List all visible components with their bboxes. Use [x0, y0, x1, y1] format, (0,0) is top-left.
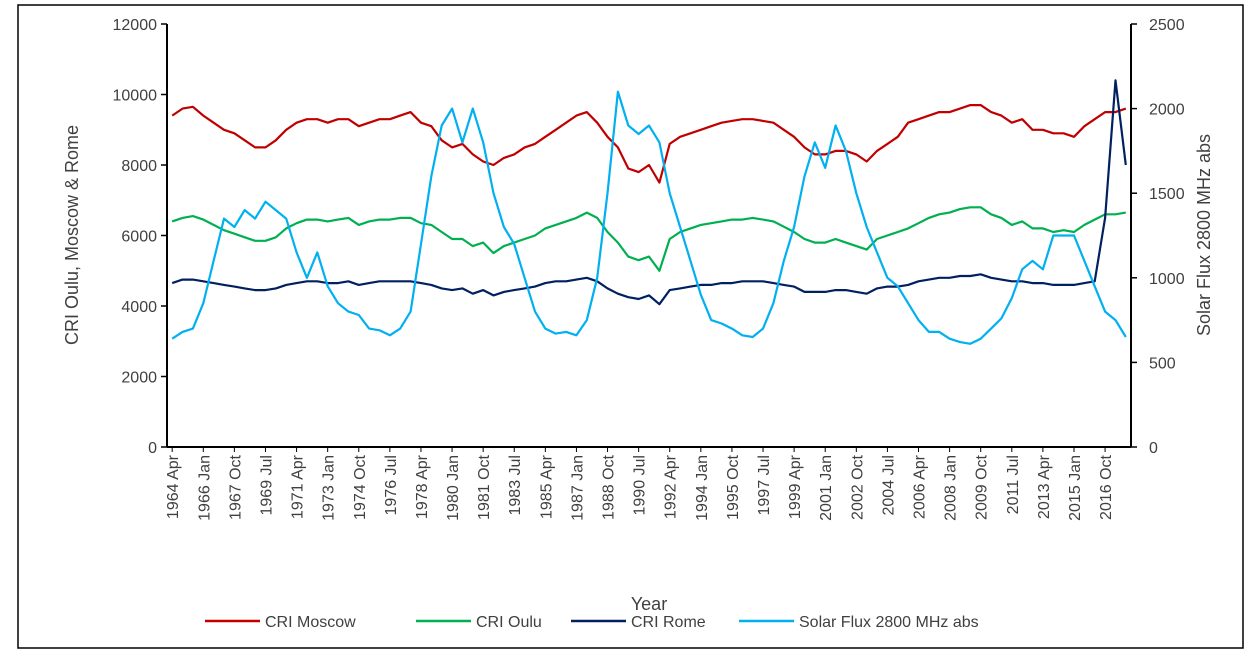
y-tick-label: 0: [148, 440, 157, 457]
y2-tick-label: 0: [1149, 440, 1158, 457]
y-tick-label: 4000: [121, 299, 157, 316]
y2-tick-label: 1000: [1149, 271, 1185, 288]
x-tick-label: 1997 Jul: [756, 455, 773, 516]
x-tick-label: 1973 Jan: [321, 455, 338, 521]
x-tick-label: 2011 Jul: [1005, 455, 1022, 514]
series-line: [171, 90, 1127, 345]
legend-label: Solar Flux 2800 MHz abs: [799, 614, 979, 631]
x-tick-label: 1978 Apr: [414, 454, 431, 519]
x-tick-label: 1995 Oct: [725, 454, 742, 519]
x-tick-label: 1966 Jan: [196, 455, 213, 521]
x-tick-label: 1983 Jul: [507, 455, 524, 516]
legend-label: CRI Oulu: [476, 614, 542, 631]
y-tick-label: 8000: [121, 158, 157, 175]
x-axis-label: Year: [631, 594, 667, 614]
x-tick-label: 1994 Jan: [694, 455, 711, 521]
y2-tick-label: 1500: [1149, 186, 1185, 203]
x-tick-label: 1988 Oct: [601, 454, 618, 519]
x-tick-label: 1964 Apr: [165, 454, 182, 519]
legend-label: CRI Moscow: [265, 614, 356, 631]
y2-axis-label: Solar Flux 2800 MHz abs: [1194, 134, 1214, 336]
y2-tick-label: 2000: [1149, 102, 1185, 119]
x-tick-label: 2013 Apr: [1036, 454, 1053, 519]
x-tick-label: 2006 Apr: [912, 454, 929, 519]
x-tick-label: 1985 Apr: [538, 454, 555, 519]
x-tick-label: 1999 Apr: [787, 454, 804, 519]
x-tick-label: 2004 Jul: [880, 455, 897, 516]
y2-tick-label: 500: [1149, 355, 1176, 372]
x-tick-label: 1981 Oct: [476, 454, 493, 519]
x-tick-label: 1992 Apr: [663, 454, 680, 519]
x-tick-label: 1974 Oct: [352, 454, 369, 519]
x-tick-label: 1969 Jul: [258, 455, 275, 516]
y-tick-label: 10000: [113, 88, 158, 105]
x-tick-label: 2009 Oct: [974, 454, 991, 519]
x-tick-label: 2008 Jan: [943, 455, 960, 521]
y-tick-label: 12000: [113, 17, 158, 34]
y-tick-label: 6000: [121, 229, 157, 246]
x-tick-label: 2001 Jan: [818, 455, 835, 521]
x-tick-label: 1980 Jan: [445, 455, 462, 521]
y-tick-label: 2000: [121, 370, 157, 387]
x-tick-label: 1976 Jul: [383, 455, 400, 516]
x-tick-label: 1990 Jul: [632, 455, 649, 516]
y2-tick-label: 2500: [1149, 17, 1185, 34]
x-tick-label: 1967 Oct: [227, 454, 244, 519]
x-tick-label: 2015 Jan: [1067, 455, 1084, 521]
x-tick-label: 2002 Oct: [849, 454, 866, 519]
chart-frame: [17, 4, 1244, 649]
series-line: [171, 206, 1126, 272]
series-line: [171, 103, 1127, 184]
x-tick-label: 2016 Oct: [1098, 454, 1115, 519]
x-tick-label: 1987 Jan: [569, 455, 586, 521]
legend-label: CRI Rome: [631, 614, 706, 631]
series-line: [171, 79, 1127, 306]
x-tick-label: 1971 Apr: [290, 454, 307, 519]
y-axis-label: CRI Oulu, Moscow & Rome: [62, 125, 82, 345]
